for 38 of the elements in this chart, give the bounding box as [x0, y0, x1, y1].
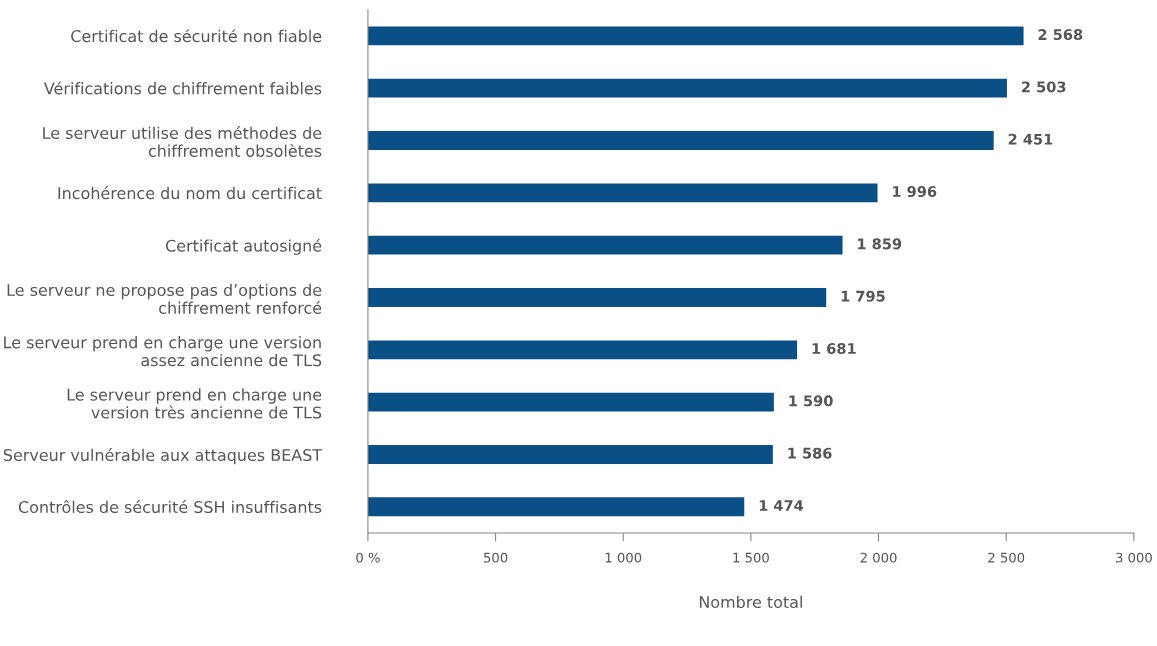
y-tick-label: Le serveur ne propose pas d’options de chiffrement renforcé: [7, 283, 322, 314]
bar: [367, 235, 843, 255]
y-tick-label: Vérifications de chiffrement faibles: [43, 81, 322, 95]
data-label: 1 586: [788, 447, 832, 459]
y-tick-label: Certificat autosigné: [165, 238, 322, 255]
x-tick-label: 500: [484, 552, 508, 563]
bar: [367, 288, 827, 307]
data-label: 1 681: [812, 343, 856, 355]
x-tick-label: 0 %: [356, 552, 380, 563]
data-label: 2 503: [1022, 81, 1066, 93]
x-tick-label: 1 000: [605, 552, 642, 563]
y-tick-label: Le serveur utilise des méthodes de chiffrement obsolètes: [43, 126, 322, 157]
data-label: 1 996: [893, 186, 937, 198]
bar: [367, 392, 774, 412]
bar: [367, 26, 1024, 46]
bar: [367, 78, 1007, 98]
data-label: 1 795: [841, 290, 885, 302]
bar: [367, 183, 878, 203]
y-tick-label: Incohérence du nom du certificat: [58, 186, 322, 200]
y-tick-label: Le serveur prend en charge une version assez ancienne de TLS: [4, 336, 322, 367]
bar: [367, 131, 994, 150]
data-label: 1 590: [789, 395, 833, 407]
x-tick-label: 1 500: [733, 552, 769, 563]
data-label: 2 451: [1008, 133, 1053, 145]
y-tick-label: Serveur vulnérable aux attaques BEAST: [3, 448, 323, 465]
x-tick-label: 3 000: [1115, 552, 1152, 563]
bar: [367, 445, 773, 464]
data-label: 1 474: [759, 500, 804, 511]
x-tick-label: 2 500: [988, 552, 1025, 563]
y-tick-label: Le serveur prend en charge une version très ancienne de TLS: [67, 388, 322, 419]
y-tick-label: Certificat de sécurité non fiable: [71, 29, 322, 43]
x-axis-title: Nombre total: [699, 595, 802, 609]
bar: [367, 497, 745, 517]
data-label: 1 859: [858, 238, 902, 250]
x-tick-label: 2 000: [860, 552, 897, 563]
y-tick-label: Contrôles de sécurité SSH insuffisants: [18, 500, 322, 514]
bar: [367, 340, 798, 360]
data-label: 2 568: [1038, 29, 1083, 41]
